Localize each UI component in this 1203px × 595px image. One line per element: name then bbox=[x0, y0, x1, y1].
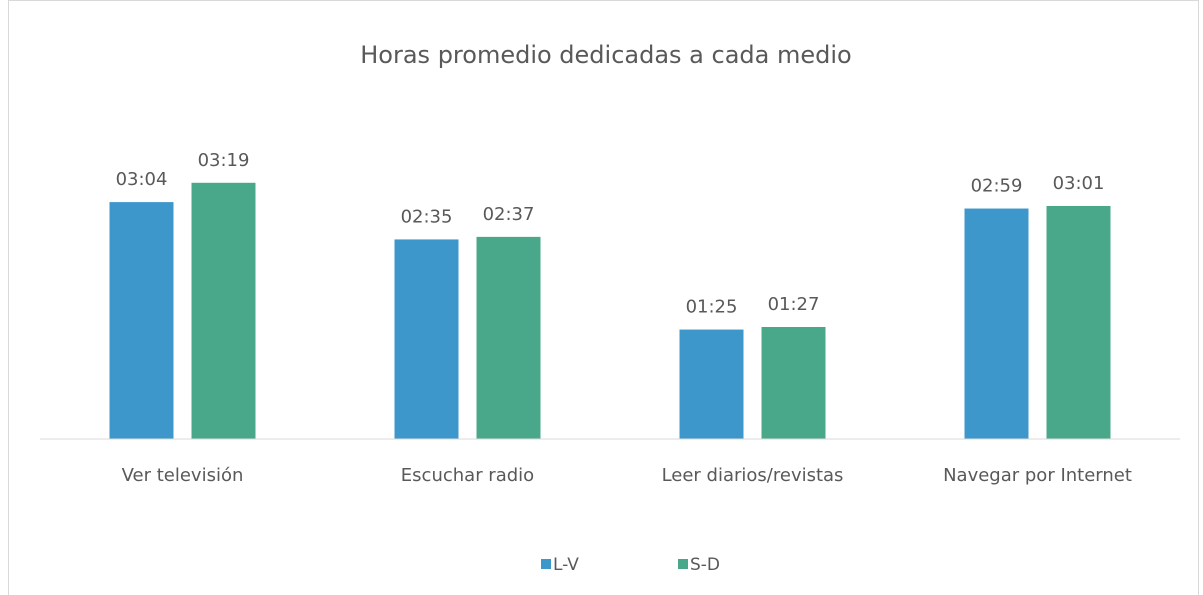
x-tick-label: Escuchar radio bbox=[401, 465, 534, 486]
data-label: 01:27 bbox=[768, 294, 820, 315]
bar bbox=[964, 208, 1029, 439]
data-label: 03:19 bbox=[198, 150, 250, 171]
data-label: 02:37 bbox=[483, 204, 535, 225]
x-tick-label: Leer diarios/revistas bbox=[662, 465, 844, 486]
bar bbox=[679, 329, 744, 439]
bar bbox=[476, 236, 541, 439]
chart-title: Horas promedio dedicadas a cada medio bbox=[360, 41, 851, 69]
bar bbox=[109, 202, 174, 439]
bar bbox=[394, 239, 459, 439]
bar bbox=[761, 326, 826, 439]
legend-label: L-V bbox=[553, 555, 579, 575]
bar bbox=[1046, 205, 1111, 439]
legend-swatch bbox=[541, 559, 551, 569]
bar bbox=[191, 182, 256, 439]
data-label: 02:59 bbox=[971, 176, 1023, 197]
x-tick-label: Ver televisión bbox=[122, 465, 244, 486]
x-tick-label: Navegar por Internet bbox=[943, 465, 1132, 486]
data-label: 03:04 bbox=[116, 169, 168, 190]
legend-swatch bbox=[678, 559, 688, 569]
data-label: 03:01 bbox=[1053, 173, 1105, 194]
data-label: 01:25 bbox=[686, 297, 738, 318]
data-label: 02:35 bbox=[401, 206, 453, 227]
legend-label: S-D bbox=[690, 555, 720, 575]
